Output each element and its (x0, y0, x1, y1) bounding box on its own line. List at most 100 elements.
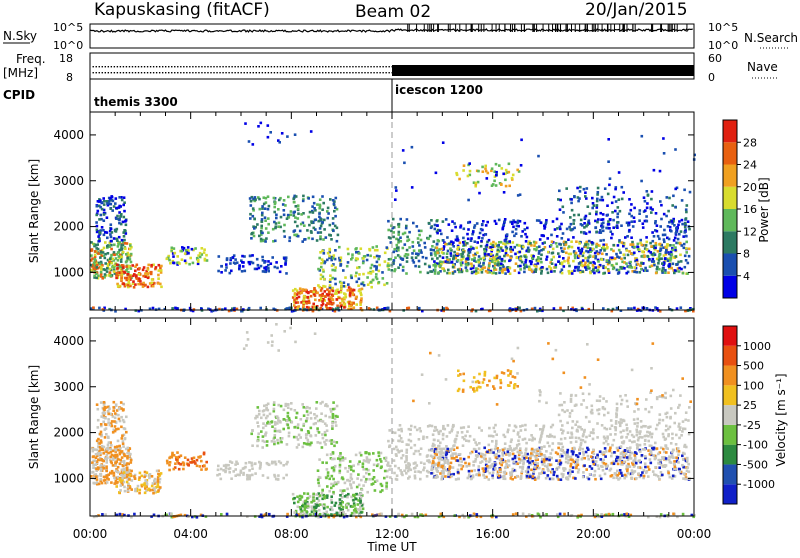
nave-tick-bottom: 0 (708, 71, 715, 84)
scatter-cell (522, 461, 525, 464)
scatter-cell (460, 468, 463, 471)
scatter-cell (265, 237, 268, 240)
scatter-cell (122, 440, 125, 443)
scatter-cell (334, 266, 337, 269)
scatter-cell (269, 413, 272, 416)
nave-dot (370, 72, 371, 73)
scatter-cell (681, 223, 684, 226)
scatter-cell (307, 414, 310, 417)
scatter-cell (467, 238, 470, 241)
scatter-cell (479, 258, 482, 261)
scatter-cell (626, 249, 629, 252)
scatter-cell (250, 433, 253, 436)
scatter-cell (271, 256, 274, 259)
freq-dot (93, 66, 94, 67)
scatter-cell (571, 209, 574, 212)
scatter-cell (111, 262, 114, 265)
scatter-cell (533, 248, 536, 251)
scatter-cell (262, 435, 265, 438)
scatter-cell (252, 262, 255, 265)
scatter-cell (640, 268, 643, 271)
scatter-cell (218, 255, 221, 258)
scatter-cell (628, 266, 631, 269)
scatter-cell (662, 137, 665, 140)
scatter-cell (436, 257, 439, 260)
scatter-cell (482, 467, 485, 470)
scatter-cell (360, 479, 363, 482)
scatter-cell (376, 480, 379, 483)
scatter-cell (331, 287, 334, 290)
freq-dot (355, 66, 356, 67)
scatter-cell (328, 291, 331, 294)
nave-tick-top: 60 (708, 52, 722, 65)
scatter-cell (352, 481, 355, 484)
scatter-cell (92, 455, 95, 458)
scatter-cell (276, 415, 279, 418)
scatter-cell (617, 206, 620, 209)
scatter-cell (599, 239, 602, 242)
scatter-cell (582, 451, 585, 454)
scatter-cell (121, 239, 124, 242)
freq-dot (259, 66, 260, 67)
nave-dot (295, 72, 296, 73)
scatter-cell (142, 285, 145, 288)
scatter-cell (564, 468, 567, 471)
scatter-cell (196, 465, 199, 468)
scatter-cell (574, 266, 577, 269)
scatter-cell (489, 258, 492, 261)
freq-dot (250, 66, 251, 67)
nave-dot (319, 72, 320, 73)
nave-dot (364, 72, 365, 73)
scatter-cell (257, 125, 260, 128)
scatter-cell (114, 417, 117, 420)
scatter-cell (497, 244, 500, 247)
freq-dot (298, 66, 299, 67)
scatter-cell (274, 227, 277, 230)
scatter-cell (534, 265, 537, 268)
scatter-cell (126, 466, 129, 469)
scatter-cell (430, 472, 433, 475)
scatter-cell (297, 423, 300, 426)
scatter-cell (568, 270, 571, 273)
scatter-cell (337, 481, 340, 484)
scatter-cell (402, 266, 405, 269)
scatter-cell (587, 205, 590, 208)
freq-dot (135, 66, 136, 67)
scatter-cell (566, 228, 569, 231)
scatter-cell (662, 267, 665, 270)
scatter-cell (321, 208, 324, 211)
scatter-cell (147, 273, 150, 276)
scatter-cell (286, 443, 289, 446)
freq-dot (304, 66, 305, 67)
scatter-cell (650, 462, 653, 465)
nave-dot (286, 72, 287, 73)
scatter-cell (356, 258, 359, 261)
scatter-cell (408, 439, 411, 442)
scatter-cell (100, 473, 103, 476)
scatter-cell (612, 226, 615, 229)
scatter-cell (129, 275, 132, 278)
scatter-cell (399, 264, 402, 267)
scatter-cell (106, 237, 109, 240)
scatter-cell (124, 438, 127, 441)
scatter-cell (225, 266, 228, 269)
scatter-cell (520, 475, 523, 478)
scatter-cell (589, 262, 592, 265)
scatter-cell (97, 252, 100, 255)
scatter-cell (329, 408, 332, 411)
scatter-cell (661, 262, 664, 265)
scatter-cell (445, 218, 448, 221)
scatter-cell (399, 218, 402, 221)
scatter-cell (265, 424, 268, 427)
scatter-cell (428, 461, 431, 464)
scatter-cell (434, 252, 437, 255)
scatter-cell (99, 256, 102, 259)
scatter-cell (169, 461, 172, 464)
scatter-cell (676, 263, 679, 266)
scatter-cell (431, 270, 434, 273)
scatter-cell (350, 466, 353, 469)
scatter-cell (487, 253, 490, 256)
scatter-cell (372, 246, 375, 249)
scatter-cell (333, 469, 336, 472)
freq-dot (126, 66, 127, 67)
